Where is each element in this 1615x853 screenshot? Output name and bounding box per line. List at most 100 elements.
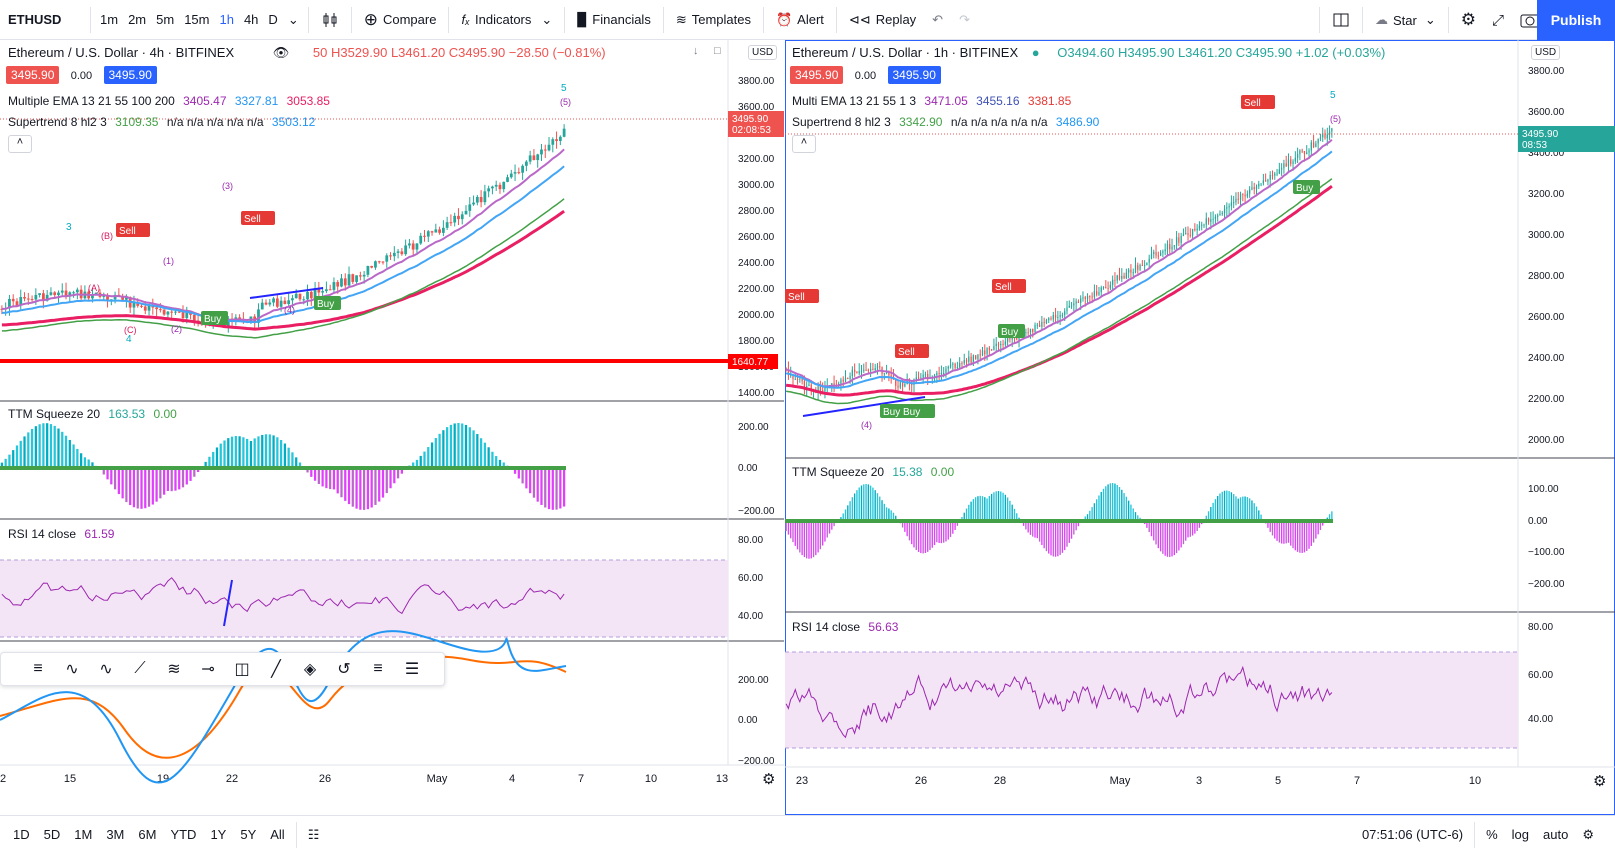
left-chart-canvas[interactable]: 3800.003600.003400.003200.003000.002800.…: [0, 40, 784, 815]
range-5d[interactable]: 5D: [43, 827, 61, 842]
layout-icon[interactable]: [1324, 0, 1358, 40]
fib-icon[interactable]: ≋: [167, 661, 181, 678]
gear-icon[interactable]: ⚙: [1460, 10, 1476, 29]
candle-body: [890, 375, 892, 377]
candle-body: [464, 210, 468, 215]
financials-button[interactable]: ▉ Financials: [569, 0, 659, 40]
candle-body: [1029, 328, 1032, 333]
price-tick: 2600.00: [1528, 312, 1565, 323]
macd-tick: −200.00: [738, 756, 775, 767]
redo-icon[interactable]: ↷: [959, 11, 970, 27]
chevron-down-icon[interactable]: ⌄: [287, 11, 299, 27]
candle-body: [1331, 128, 1333, 132]
goto-date-icon[interactable]: ☷: [307, 826, 320, 842]
settings-list-icon[interactable]: ☰: [404, 661, 420, 678]
candle-body: [1159, 252, 1162, 256]
candle-body: [872, 368, 874, 371]
right-ask-badge[interactable]: 3495.90: [887, 66, 941, 84]
pattern-icon[interactable]: ◈: [303, 661, 317, 678]
auto-toggle[interactable]: auto: [1543, 827, 1569, 842]
left-ema-legend[interactable]: Multiple EMA 13 21 55 100 200 3405.47 33…: [8, 94, 330, 108]
collapse-legend-button[interactable]: ˄: [792, 135, 816, 153]
range-1m[interactable]: 1M: [74, 827, 93, 842]
symbol-search[interactable]: ETHUSD: [8, 12, 62, 27]
candle-body: [547, 144, 551, 151]
alert-button[interactable]: ⏰ Alert: [768, 0, 832, 40]
right-st-label: Supertrend 8 hl2 3: [792, 115, 891, 129]
arrow-down-icon[interactable]: ↓: [693, 45, 699, 57]
gear-icon[interactable]: ⚙: [1593, 773, 1606, 790]
maximize-icon[interactable]: □: [714, 45, 721, 57]
ttm-tick: −200.00: [738, 506, 775, 517]
left-currency-label[interactable]: USD: [748, 45, 778, 60]
range-5y[interactable]: 5Y: [240, 827, 257, 842]
sell-signal-flag: [241, 211, 275, 225]
templates-button[interactable]: ≋ Templates: [668, 0, 759, 40]
interval-d[interactable]: D: [268, 12, 278, 27]
range-6m[interactable]: 6M: [138, 827, 157, 842]
eye-icon[interactable]: 👁: [272, 45, 290, 60]
range-1y[interactable]: 1Y: [210, 827, 227, 842]
right-currency-label[interactable]: USD: [1531, 45, 1561, 60]
log-toggle[interactable]: log: [1511, 827, 1530, 842]
divider: [1474, 821, 1476, 848]
wave-abc-icon[interactable]: ∿: [99, 661, 113, 678]
collapse-legend-button[interactable]: ˄: [8, 135, 32, 153]
fullscreen-icon[interactable]: ⤢: [1492, 11, 1505, 29]
candle-body: [981, 350, 984, 355]
right-chart-pane[interactable]: 3800.00 3600.00 3400.00 3200.00 3000.00 2800.…: [785, 40, 1615, 815]
interval-1h[interactable]: 1h: [219, 12, 234, 27]
right-st-legend[interactable]: Supertrend 8 hl2 3 3342.90 n/a n/a n/a n…: [792, 115, 1099, 129]
candle-body: [177, 311, 181, 313]
gear-icon[interactable]: ⚙: [1582, 826, 1594, 842]
interval-5m[interactable]: 5m: [156, 12, 175, 27]
range-all[interactable]: All: [270, 827, 285, 842]
interval-2m[interactable]: 2m: [128, 12, 147, 27]
right-bid-badge[interactable]: 3495.90: [790, 66, 844, 84]
sell-signal-flag: [895, 344, 929, 358]
right-ema-legend[interactable]: Multi EMA 13 21 55 1 3 3471.05 3455.16 3…: [792, 94, 1071, 108]
wave-label: 4: [126, 334, 132, 345]
range-ytd[interactable]: YTD: [170, 827, 197, 842]
ttm-tick: 0.00: [1528, 516, 1548, 527]
left-st-legend[interactable]: Supertrend 8 hl2 3 3109.35 n/a n/a n/a n…: [8, 115, 315, 129]
lines-icon[interactable]: ≡: [33, 660, 43, 677]
wave-123-icon[interactable]: ∿: [65, 661, 79, 678]
range-3m[interactable]: 3M: [106, 827, 125, 842]
candles-icon[interactable]: [313, 0, 347, 40]
candle-body: [1310, 142, 1312, 151]
range-1d[interactable]: 1D: [13, 827, 30, 842]
bar-chart-icon: ▉: [577, 11, 588, 27]
star-button[interactable]: ☁ Star ⌄: [1367, 0, 1444, 40]
indicators-button[interactable]: fₓ Indicators ⌄: [453, 0, 560, 40]
percent-toggle[interactable]: %: [1486, 827, 1498, 842]
left-chart-pane[interactable]: 3800.003600.003400.003200.003000.002800.…: [0, 40, 784, 815]
left-ttm-legend[interactable]: TTM Squeeze 20 163.53 0.00: [8, 407, 177, 421]
replay-button[interactable]: ⊲⊲ Replay: [841, 0, 924, 40]
candle-body: [358, 275, 362, 277]
line-tool-icon[interactable]: ╱: [271, 661, 281, 678]
candle-body: [551, 139, 555, 145]
horizontal-ray-icon[interactable]: ⊸: [201, 661, 215, 678]
left-rsi-legend[interactable]: RSI 14 close 61.59: [8, 527, 114, 541]
interval-15m[interactable]: 15m: [184, 12, 210, 27]
left-bid-badge[interactable]: 3495.90: [6, 66, 60, 84]
undo-icon[interactable]: ↶: [932, 11, 944, 27]
interval-1m[interactable]: 1m: [100, 12, 119, 27]
compare-button[interactable]: ⊕ Compare: [356, 0, 445, 40]
publish-button[interactable]: Publish: [1537, 0, 1615, 40]
right-chart-canvas[interactable]: 3800.00 3600.00 3400.00 3200.00 3000.00 2800.…: [785, 40, 1615, 815]
levels-icon[interactable]: ≡: [373, 660, 383, 677]
price-tick: 3000.00: [1528, 230, 1565, 241]
interval-4h[interactable]: 4h: [243, 12, 259, 27]
clock-time[interactable]: 07:51:06 (UTC-6): [1361, 827, 1464, 842]
left-ask-badge[interactable]: 3495.90: [103, 66, 157, 84]
spiral-icon[interactable]: ↺: [337, 661, 351, 678]
trendline-icon[interactable]: ⟋: [134, 660, 146, 677]
rsi-trendline: [223, 579, 233, 627]
bars-pattern-icon[interactable]: ◫: [234, 661, 250, 678]
right-rsi-legend[interactable]: RSI 14 close 56.63: [792, 620, 898, 634]
gear-icon[interactable]: ⚙: [762, 771, 775, 788]
candle-body: [385, 255, 389, 262]
right-ttm-legend[interactable]: TTM Squeeze 20 15.38 0.00: [792, 465, 954, 479]
